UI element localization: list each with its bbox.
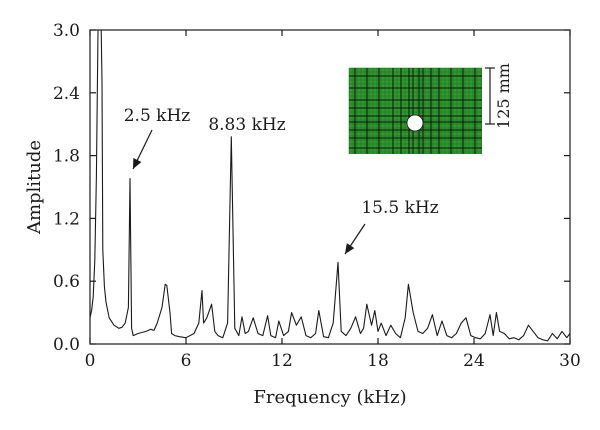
x-tick-label: 30 [559, 351, 581, 371]
x-tick-label: 6 [181, 351, 192, 371]
y-tick-label: 3.0 [53, 21, 80, 41]
x-tick-label: 18 [367, 351, 389, 371]
series-group [90, 30, 570, 342]
annotation-arrow-head [133, 158, 142, 169]
hole [406, 114, 424, 132]
x-tick-label: 12 [271, 351, 293, 371]
annotation-label: 8.83 kHz [208, 115, 285, 135]
y-axis-title: Amplitude [24, 140, 45, 235]
y-tick-label: 0.0 [53, 335, 80, 355]
y-tick-label: 2.4 [53, 84, 80, 104]
x-tick-label: 24 [463, 351, 485, 371]
annotation-label: 2.5 kHz [124, 106, 191, 126]
x-axis-title: Frequency (kHz) [253, 387, 406, 408]
series-line [90, 30, 570, 342]
y-tick-label: 1.8 [53, 147, 80, 167]
mesh-plate [349, 68, 482, 154]
annotation-label: 15.5 kHz [361, 198, 438, 218]
axes [89, 29, 571, 345]
y-tick-label: 0.6 [53, 272, 80, 292]
y-tick-label: 1.2 [53, 209, 80, 229]
inset-mesh-figure: 125 mm [348, 63, 513, 154]
annotation-arrow-head [345, 243, 355, 254]
annotations: 2.5 kHz 8.83 kHz 15.5 kHz [124, 106, 439, 255]
tick-labels: 0 6 12 18 24 30 0.0 0.6 1.2 1.8 2.4 3.0 [53, 21, 581, 371]
plot-frame [89, 29, 571, 345]
tick-marks [89, 29, 571, 345]
x-tick-label: 0 [85, 351, 96, 371]
dimension-label: 125 mm [494, 63, 513, 129]
